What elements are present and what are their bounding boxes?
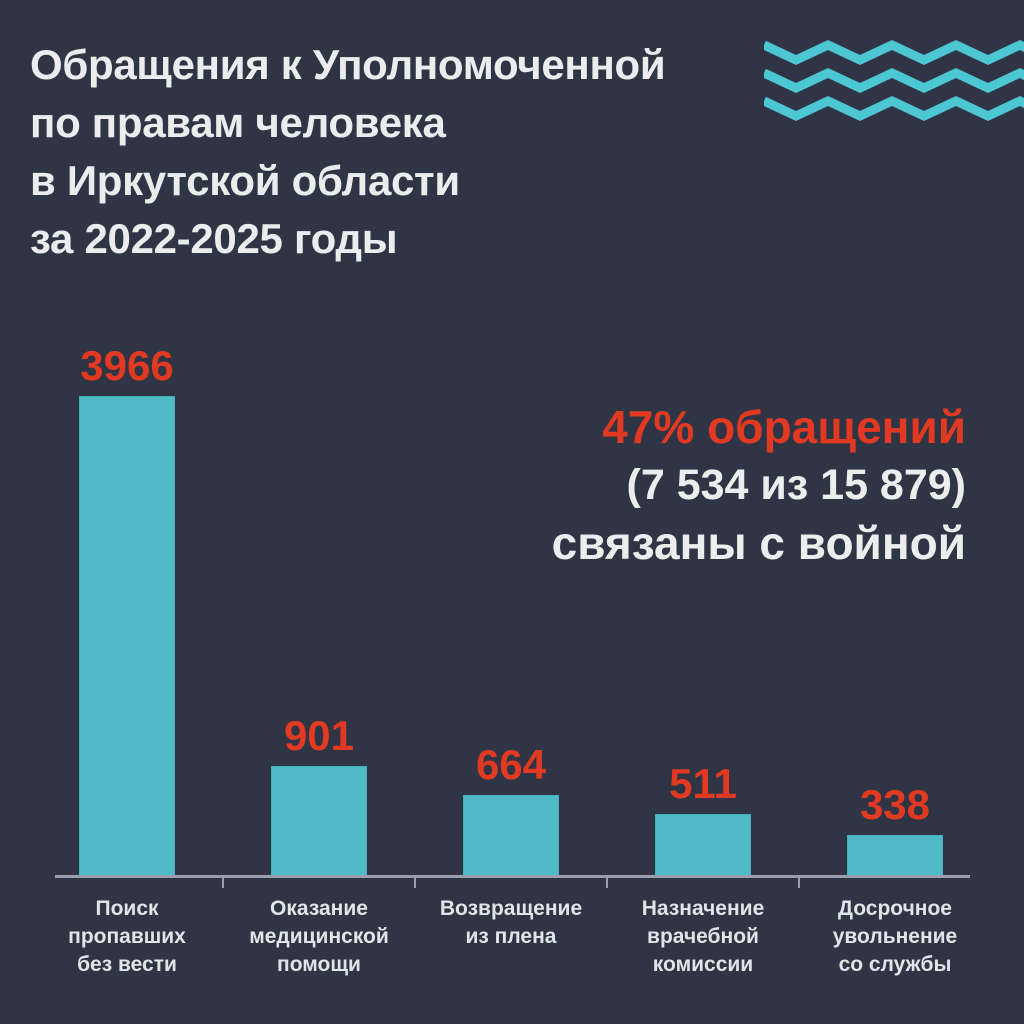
category-label: Возвращение из плена <box>439 897 583 948</box>
bar <box>79 396 175 877</box>
bar-column: 511 <box>607 345 799 877</box>
bar-column: 901 <box>223 345 415 877</box>
waves-icon <box>764 40 1024 121</box>
bar-value-label: 511 <box>669 760 737 807</box>
page-title: Обращения к Уполномоченной по правам чел… <box>30 36 666 268</box>
bar-value-label: 901 <box>283 712 355 759</box>
bar-chart: 3966 901 664 511 338 Поиск пропавших без вес… <box>31 345 991 1005</box>
category-label: Поиск пропавших без вести <box>68 897 186 976</box>
annotation-detail: (7 534 из 15 879) <box>626 461 966 509</box>
bar <box>271 766 367 877</box>
bar-column: 3966 <box>31 345 223 877</box>
title-line-1: Обращения к Уполномоченной <box>30 41 666 88</box>
bar-value-label: 3966 <box>80 342 174 389</box>
x-axis-tick <box>798 878 800 888</box>
bar-column: 664 <box>415 345 607 877</box>
title-line-2: по правам человека <box>30 99 446 146</box>
bar <box>463 795 559 877</box>
x-axis-tick <box>222 878 224 888</box>
title-line-4: за 2022-2025 годы <box>30 215 398 262</box>
annotation-highlight: 47% обращений <box>602 401 966 453</box>
title-line-3: в Иркутской области <box>30 157 460 204</box>
x-axis-tick <box>606 878 608 888</box>
category-label: Оказание медицинской помощи <box>249 897 389 976</box>
bar <box>847 835 943 877</box>
annotation-tail: связаны с войной <box>551 517 966 569</box>
x-axis-line <box>55 875 970 878</box>
war-related-annotation: 47% обращений (7 534 из 15 879) связаны … <box>552 398 966 572</box>
x-axis-tick <box>414 878 416 888</box>
category-label: Досрочное увольнение со службы <box>832 897 958 976</box>
bar-value-label: 338 <box>859 781 931 828</box>
bar <box>655 814 751 877</box>
bar-column: 338 <box>799 345 991 877</box>
bar-value-label: 664 <box>475 741 547 788</box>
category-label: Назначение врачебной комиссии <box>641 897 765 976</box>
